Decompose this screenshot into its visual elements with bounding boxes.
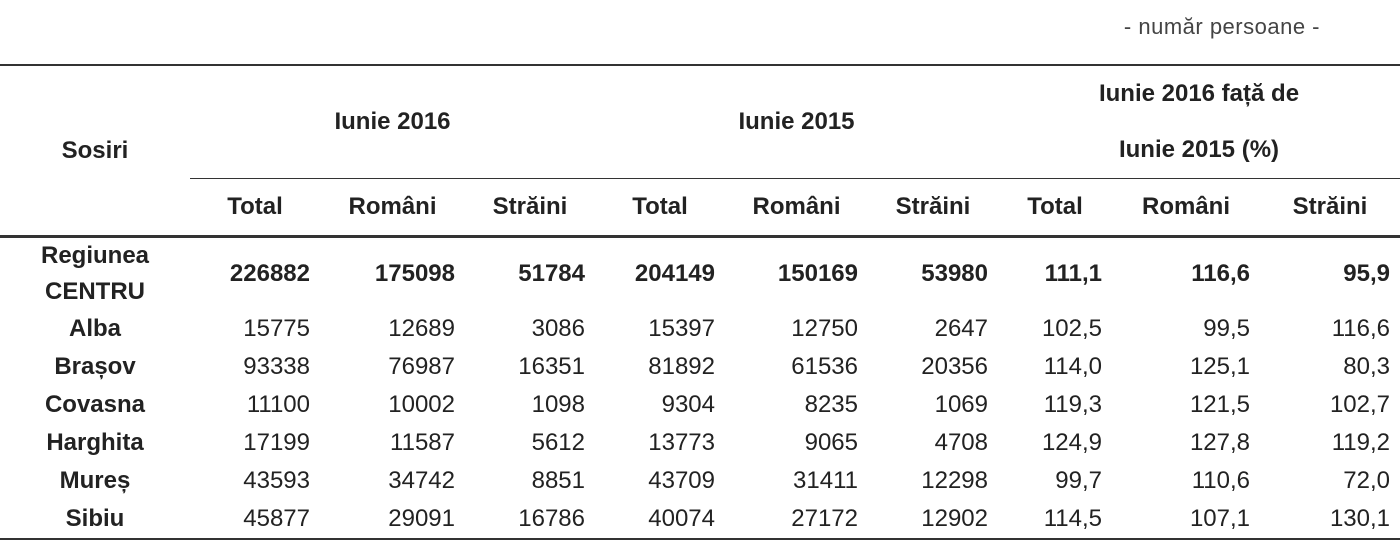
cell: 204149 [634, 260, 715, 287]
cell: 51784 [518, 260, 585, 287]
column-header: Total [595, 178, 725, 238]
cell: 116,6 [1331, 315, 1391, 342]
row-label: Harghita [46, 429, 144, 456]
cell: 16351 [518, 353, 585, 380]
column-header: Total [998, 178, 1112, 238]
column-header: Total [190, 178, 320, 238]
cell: 175098 [374, 260, 455, 287]
cell: 72,0 [1343, 467, 1391, 494]
cell: 13773 [648, 429, 715, 456]
table-row: Brașov 93338 76987 16351 81892 61536 20356 114,… [0, 348, 1400, 386]
column-header: Români [320, 178, 465, 238]
cell: 12750 [791, 315, 858, 342]
cell: 12298 [921, 467, 988, 494]
cell: 53980 [921, 260, 988, 287]
cell: 15775 [243, 315, 310, 342]
unit-note: - număr persoane - [1123, 14, 1320, 39]
cell: 9304 [661, 391, 715, 418]
cell: 150169 [777, 260, 858, 287]
cell: 116,6 [1191, 260, 1250, 287]
cell: 61536 [791, 353, 858, 380]
cell: 102,7 [1329, 391, 1391, 418]
cell: 9065 [804, 429, 858, 456]
row-label: Alba [68, 315, 121, 342]
cell: 99,7 [1055, 467, 1102, 494]
cell: 125,1 [1189, 353, 1250, 380]
table-body: Regiunea CENTRU 226882 175098 51784 204149 15… [0, 237, 1400, 540]
table-row: Harghita 17199 11587 5612 13773 9065 4708 124,9… [0, 424, 1400, 462]
cell: 4708 [934, 429, 988, 456]
cell: 110,6 [1191, 467, 1250, 494]
cell: 1069 [934, 391, 988, 418]
cell: 27172 [725, 500, 868, 540]
cell: 93338 [243, 353, 310, 380]
cell: 111,1 [1044, 260, 1102, 287]
table-row: Covasna 11100 10002 1098 9304 8235 1069 119,3 12… [0, 386, 1400, 424]
group-header: Iunie 2016 față de Iunie 2015 (%) [998, 64, 1400, 179]
cell: 16786 [465, 500, 595, 540]
cell: 2647 [934, 315, 988, 342]
group-header: Iunie 2016 [190, 64, 595, 179]
cell: 43709 [648, 467, 715, 494]
row-label: Sibiu [0, 500, 190, 540]
group-header-text: Iunie 2016 față de Iunie 2015 (%) [1098, 80, 1300, 163]
table-row: Mureș 43593 34742 8851 43709 31411 12298 99,7 11… [0, 462, 1400, 500]
cell: 11587 [390, 429, 455, 456]
cell: 3086 [531, 315, 585, 342]
cell: 102,5 [1041, 315, 1102, 342]
cell: 45877 [190, 500, 320, 540]
table-row: Sibiu 45877 29091 16786 40074 27172 12902 114,5… [0, 500, 1400, 540]
cell: 8851 [531, 467, 585, 494]
cell: 119,2 [1331, 429, 1391, 456]
cell: 31411 [793, 467, 858, 494]
cell: 114,5 [998, 500, 1112, 540]
cell: 34742 [388, 467, 455, 494]
cell: 121,5 [1189, 391, 1250, 418]
cell: 107,1 [1112, 500, 1260, 540]
cell: 15397 [648, 315, 715, 342]
cell: 76987 [388, 353, 455, 380]
cell: 124,9 [1041, 429, 1102, 456]
group-header-row: Sosiri Iunie 2016 Iunie 2015 Iunie 2016 … [0, 64, 1400, 238]
cell: 12902 [868, 500, 998, 540]
cell: 114,0 [1043, 353, 1102, 380]
row-label: Regiunea CENTRU [40, 242, 150, 305]
cell: 127,8 [1189, 429, 1250, 456]
cell: 119,3 [1043, 391, 1102, 418]
cell: 43593 [243, 467, 310, 494]
table-row: Alba 15775 12689 3086 15397 12750 2647 102,5 99,… [0, 310, 1400, 348]
cell: 95,9 [1343, 260, 1391, 287]
cell: 80,3 [1343, 353, 1391, 380]
subheader-row: Total Români Străini Total Români Străini Tota… [0, 178, 1400, 238]
cell: 12689 [388, 315, 455, 342]
cell: 8235 [804, 391, 858, 418]
arrivals-table: Sosiri Iunie 2016 Iunie 2015 Iunie 2016 … [0, 64, 1400, 540]
cell: 17199 [243, 429, 310, 456]
row-label-header: Sosiri [0, 64, 190, 238]
column-header: Români [1112, 178, 1260, 238]
cell: 40074 [595, 500, 725, 540]
cell: 81892 [648, 353, 715, 380]
row-label: Brașov [54, 353, 136, 380]
cell: 130,1 [1260, 500, 1400, 540]
cell: 5612 [531, 429, 585, 456]
table-row: Regiunea CENTRU 226882 175098 51784 204149 15… [0, 237, 1400, 311]
cell: 1098 [531, 391, 585, 418]
cell: 11100 [246, 391, 310, 418]
cell: 226882 [229, 260, 310, 287]
cell: 29091 [320, 500, 465, 540]
cell: 10002 [388, 391, 455, 418]
group-header: Iunie 2015 [595, 64, 998, 179]
column-header: Români [725, 178, 868, 238]
column-header: Străini [465, 178, 595, 238]
row-label: Mureș [59, 467, 131, 494]
cell: 20356 [921, 353, 988, 380]
row-label: Covasna [44, 391, 146, 418]
column-header: Străini [868, 178, 998, 238]
column-header: Străini [1260, 178, 1400, 238]
cell: 99,5 [1203, 315, 1250, 342]
